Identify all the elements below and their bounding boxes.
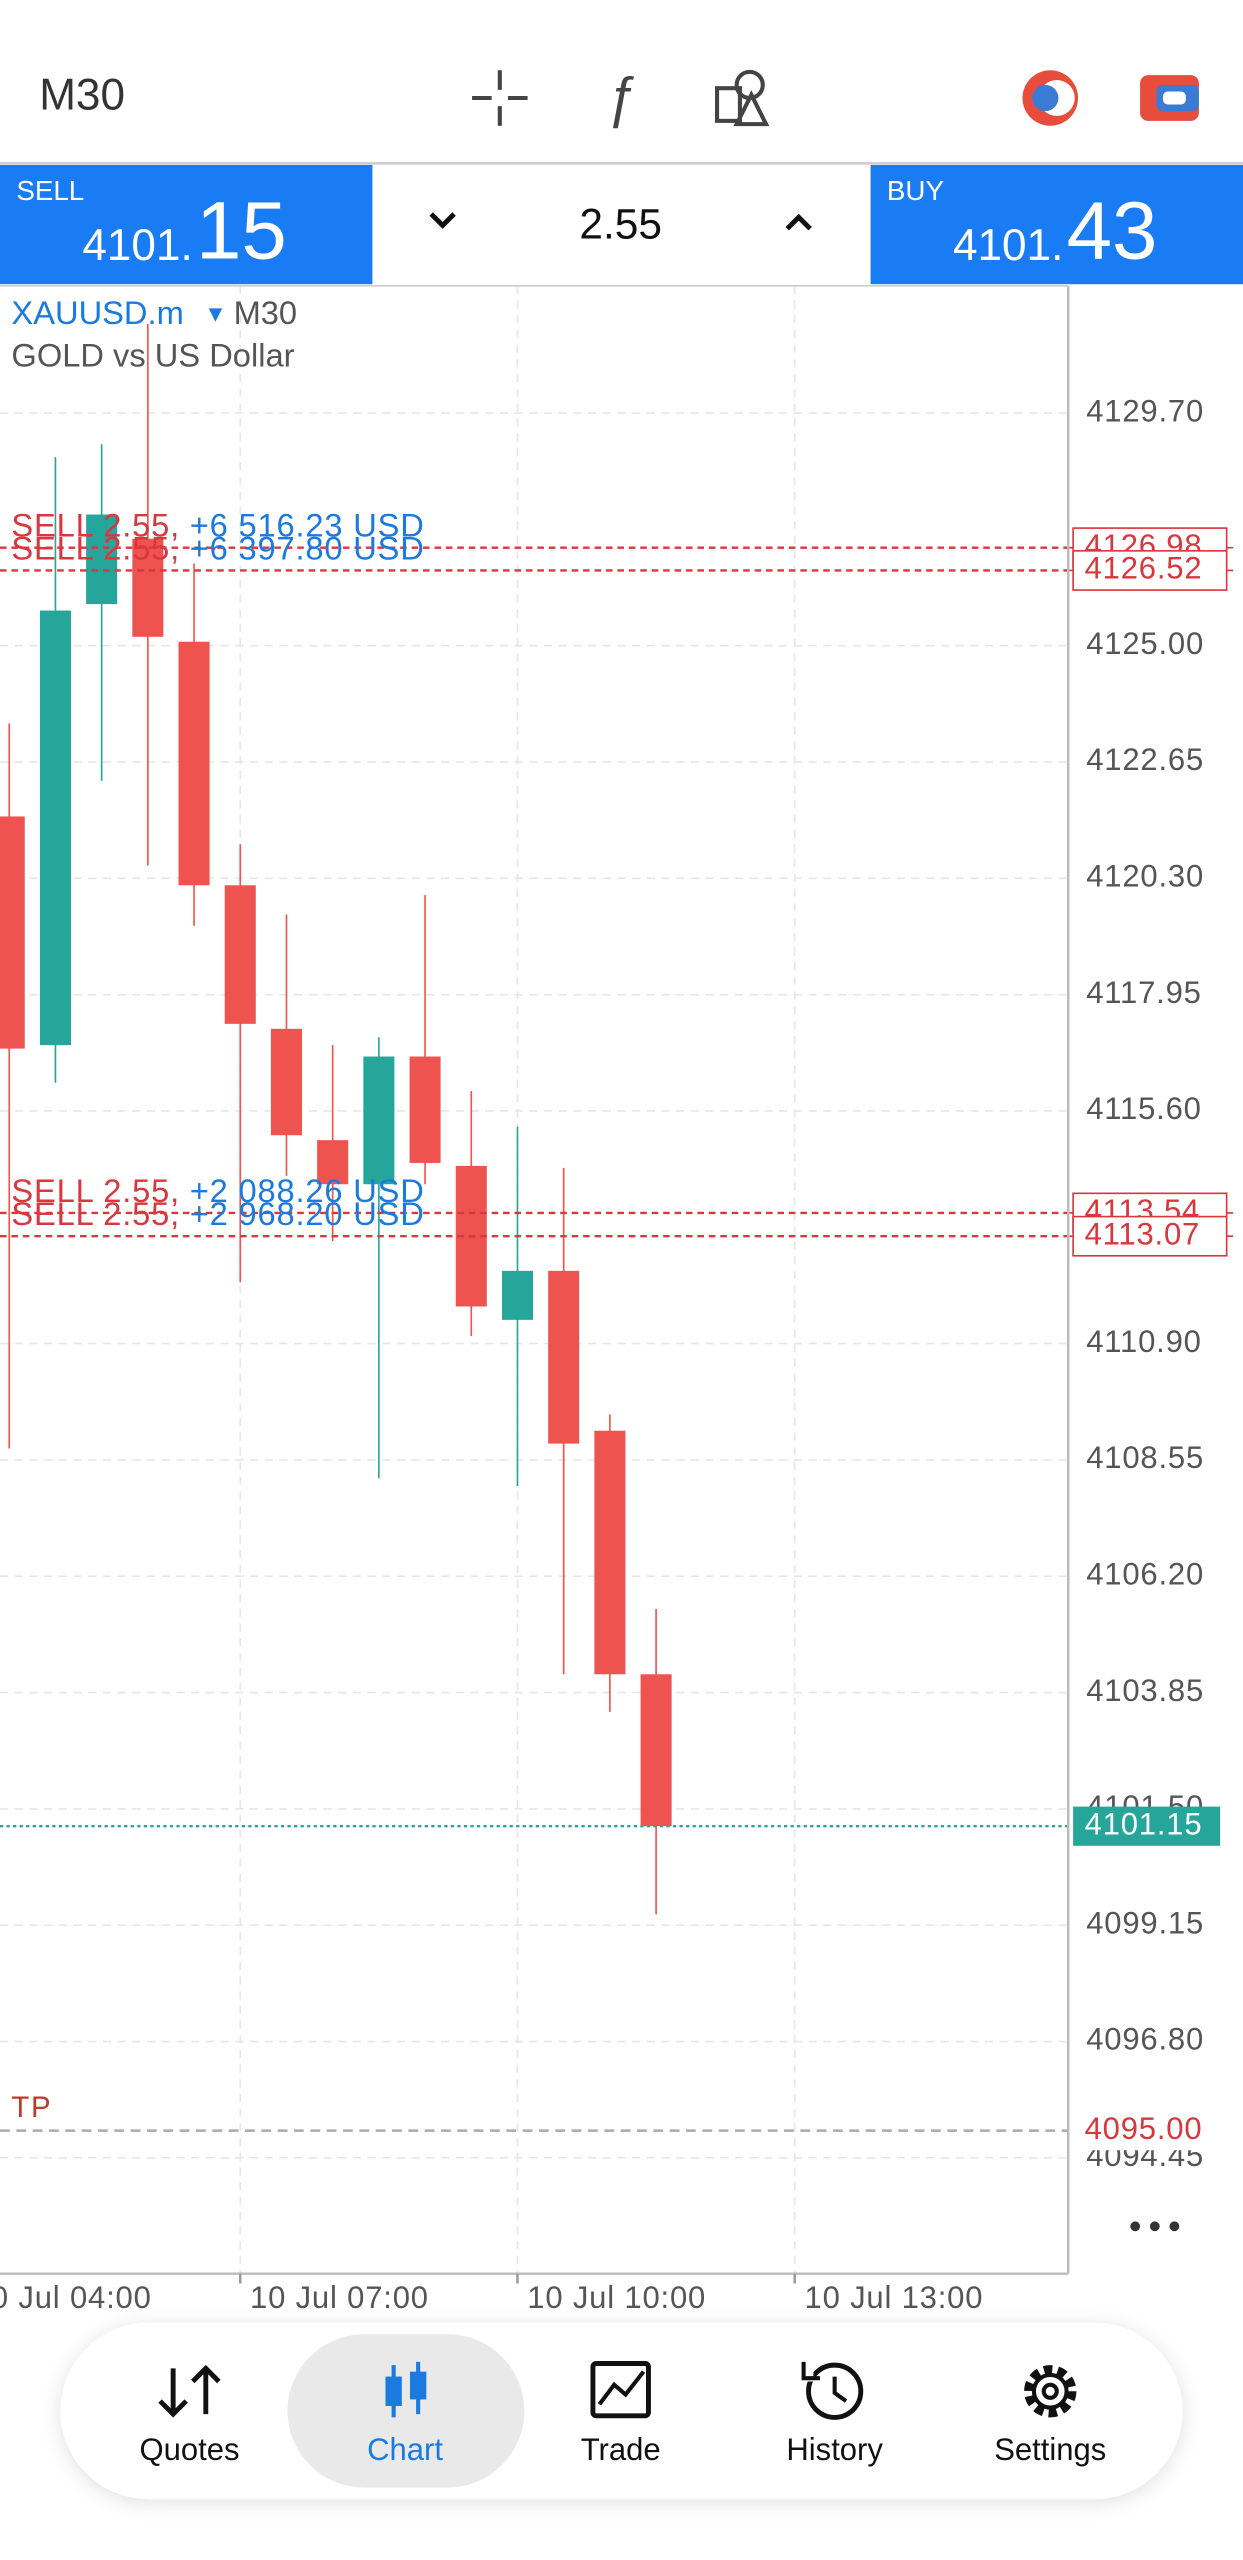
- buy-title: BUY: [887, 175, 944, 206]
- y-tick-label: 4117.95: [1086, 975, 1202, 1010]
- x-tick-label: 10 Jul 10:00: [527, 2280, 706, 2315]
- sell-button[interactable]: [0, 164, 373, 285]
- y-tick-label: 4099.15: [1086, 1905, 1204, 1940]
- y-tick-label: 4108.55: [1086, 1440, 1204, 1475]
- y-tick-label: 4103.85: [1086, 1673, 1204, 1708]
- nav-chart[interactable]: Chart: [367, 2361, 443, 2467]
- nav-history[interactable]: History: [786, 2361, 883, 2467]
- y-tick-label: 4125.00: [1086, 626, 1204, 661]
- nav-label: Quotes: [139, 2432, 239, 2467]
- order-profit: +6 516.23 USD: [190, 507, 425, 544]
- tp-text: TP: [11, 2091, 52, 2124]
- chart-timeframe: M30: [234, 294, 298, 331]
- order-profit: +2 088.26 USD: [190, 1172, 425, 1209]
- candle-body: [409, 1056, 441, 1163]
- symbol-dropdown[interactable]: ▼: [204, 300, 227, 326]
- candle-body: [0, 816, 25, 1049]
- candle-body: [317, 1140, 349, 1185]
- nav-label: Trade: [581, 2432, 661, 2467]
- y-tick-label: 4129.70: [1086, 393, 1204, 428]
- nav-quotes[interactable]: Quotes: [139, 2364, 239, 2467]
- buy-button[interactable]: [870, 164, 1243, 285]
- candle-body: [363, 1056, 395, 1185]
- order-side: SELL 2.55,: [11, 529, 180, 566]
- order-side: SELL 2.55,: [11, 1195, 180, 1232]
- order-profit: +6 397.80 USD: [190, 529, 425, 566]
- order-price-label: 4126.52: [1085, 551, 1203, 586]
- current-price-box: [1073, 1806, 1221, 1846]
- current-price-label: 4101.15: [1085, 1806, 1203, 1841]
- more-button[interactable]: [1130, 2221, 1180, 2232]
- nav-selected: [287, 2334, 525, 2488]
- candle-body: [178, 641, 210, 886]
- account-button[interactable]: [1022, 70, 1079, 126]
- x-tick-label: 10 Jul 13:00: [805, 2280, 984, 2315]
- x-tick-label: 10 Jul 04:00: [0, 2280, 152, 2315]
- order-price-box: [1072, 1215, 1228, 1257]
- candle-body: [548, 1270, 580, 1444]
- trade-bar: SELL 4101. 15 2.55 BUY 4101. 43: [0, 164, 1243, 285]
- bottom-nav: Quotes Chart Trade History Settings: [60, 2322, 1183, 2500]
- order-side: SELL 2.55,: [11, 507, 180, 544]
- candle-body: [270, 1028, 302, 1136]
- grid: 4129.70 4125.00 4122.65 4120.30 4117.95 4115.…: [0, 285, 1204, 2274]
- symbol-description: GOLD vs US Dollar: [11, 336, 294, 373]
- y-tick-label: 4115.60: [1086, 1091, 1202, 1126]
- y-tick-label: 4096.80: [1086, 2022, 1204, 2057]
- order-profit: +2 968.20 USD: [190, 1195, 425, 1232]
- y-tick-label: 4122.65: [1086, 742, 1204, 777]
- indicators-button[interactable]: ƒ: [605, 66, 636, 129]
- candle-body: [501, 1270, 533, 1320]
- x-tick-label: 10 Jul 07:00: [250, 2280, 429, 2315]
- nav-label: Settings: [994, 2432, 1106, 2467]
- tp-price-label: 4095.00: [1085, 2111, 1203, 2146]
- trade-button[interactable]: [1140, 75, 1199, 121]
- y-tick-label: 4110.90: [1086, 1324, 1202, 1359]
- timeframe-button[interactable]: M30: [39, 71, 125, 120]
- crosshair-button[interactable]: [472, 70, 528, 126]
- nav-label: Chart: [367, 2432, 443, 2467]
- nav-label: History: [786, 2432, 883, 2467]
- y-tick-label: 4120.30: [1086, 859, 1204, 894]
- candle-body: [594, 1430, 626, 1675]
- order-price-label: 4113.07: [1085, 1216, 1201, 1251]
- x-axis: 10 Jul 04:00 10 Jul 07:00 10 Jul 10:00 10 J…: [0, 2273, 984, 2315]
- sell-title: SELL: [16, 175, 84, 206]
- candle-body: [86, 514, 118, 605]
- symbol[interactable]: XAUUSD.m: [11, 294, 183, 331]
- volume[interactable]: 2.55: [579, 200, 662, 247]
- candle-body: [224, 885, 256, 1024]
- nav-trade[interactable]: Trade: [581, 2361, 661, 2467]
- order-side: SELL 2.55,: [11, 1172, 180, 1209]
- order-price-box: [1072, 550, 1228, 591]
- candle-body: [132, 538, 164, 637]
- candle-body: [39, 610, 71, 1046]
- buy-price-main: 4101.: [953, 221, 1063, 270]
- sell-price-big: 15: [196, 185, 287, 276]
- volume-up[interactable]: [785, 213, 812, 231]
- objects-button[interactable]: [715, 69, 770, 127]
- nav-settings[interactable]: Settings: [994, 2365, 1106, 2467]
- toolbar: M30 ƒ: [0, 66, 1243, 165]
- tp-price-box: [1073, 2111, 1227, 2151]
- candle-body: [640, 1674, 672, 1827]
- buy-price-big: 43: [1067, 185, 1158, 276]
- y-tick-label: 4106.20: [1086, 1556, 1204, 1591]
- volume-down[interactable]: [429, 212, 456, 229]
- sell-price-main: 4101.: [82, 221, 192, 270]
